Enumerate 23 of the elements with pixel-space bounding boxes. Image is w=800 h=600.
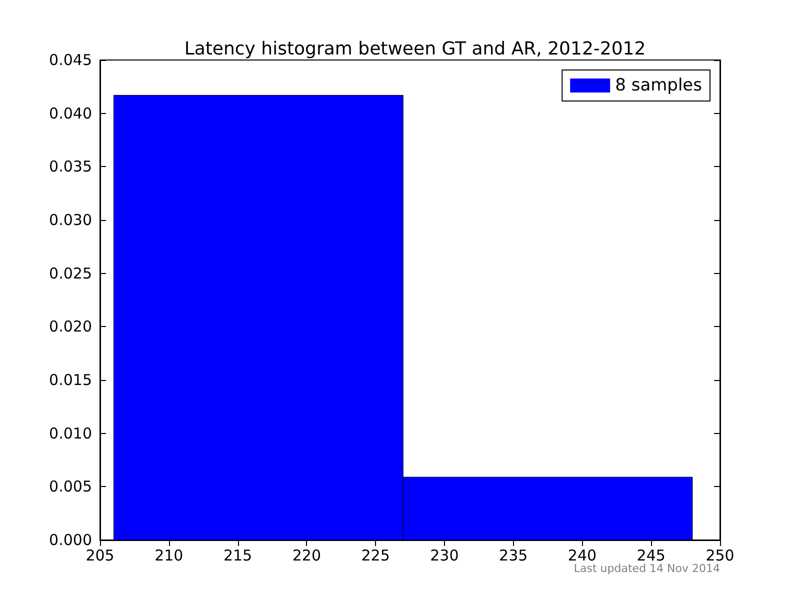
x-tick-label: 225: [361, 546, 390, 564]
x-tick-label: 245: [636, 546, 666, 564]
chart-title: Latency histogram between GT and AR, 2012-2012: [184, 38, 646, 60]
x-tick-label: 240: [568, 546, 597, 564]
y-tick-label: 0.005: [49, 478, 92, 496]
x-tick-label: 205: [86, 546, 114, 564]
y-tick-label: 0.035: [49, 158, 92, 176]
y-tick-label: 0.010: [49, 424, 92, 442]
x-tick-label: 250: [706, 546, 734, 564]
x-tick-label: 215: [223, 546, 252, 564]
legend-label: 8 samples: [615, 76, 702, 96]
x-tick-label: 235: [499, 546, 528, 564]
x-tick-label: 210: [154, 546, 184, 564]
text: Last updated 14 Nov 2014: [574, 562, 720, 575]
y-tick-label: 0.015: [49, 371, 92, 389]
y-tick-label: 0.025: [49, 264, 92, 282]
y-tick-label: 0.040: [49, 104, 92, 122]
x-tick-label: 230: [430, 546, 459, 564]
x-tick-label: 220: [292, 546, 321, 564]
y-tick-label: 0.020: [49, 318, 92, 336]
y-tick-label: 0.045: [49, 51, 92, 69]
y-tick-label: 0.000: [49, 531, 92, 549]
y-tick-label: 0.030: [49, 211, 92, 229]
